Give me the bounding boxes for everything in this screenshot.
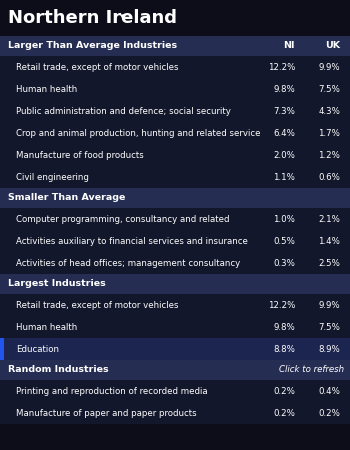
Text: Education: Education	[16, 345, 59, 354]
Bar	[0, 188, 350, 208]
Text: 1.7%: 1.7%	[318, 129, 340, 138]
Text: 1.4%: 1.4%	[318, 237, 340, 246]
Text: Activities of head offices; management consultancy: Activities of head offices; management c…	[16, 258, 240, 267]
Text: 8.9%: 8.9%	[318, 345, 340, 354]
Bar	[0, 144, 350, 166]
Text: 9.9%: 9.9%	[318, 301, 340, 310]
Text: 0.2%: 0.2%	[318, 409, 340, 418]
Text: Retail trade, except of motor vehicles: Retail trade, except of motor vehicles	[16, 63, 178, 72]
Bar	[0, 380, 350, 402]
Text: 9.9%: 9.9%	[318, 63, 340, 72]
Bar	[0, 100, 350, 122]
Bar	[0, 402, 350, 424]
Text: 12.2%: 12.2%	[268, 63, 295, 72]
Text: Manufacture of paper and paper products: Manufacture of paper and paper products	[16, 409, 197, 418]
Text: Click to refresh: Click to refresh	[279, 365, 344, 374]
Text: Computer programming, consultancy and related: Computer programming, consultancy and re…	[16, 215, 230, 224]
Bar	[0, 36, 350, 56]
Bar	[0, 122, 350, 144]
Text: 0.5%: 0.5%	[273, 237, 295, 246]
Text: 9.8%: 9.8%	[273, 323, 295, 332]
Bar	[0, 294, 350, 316]
Text: 8.8%: 8.8%	[273, 345, 295, 354]
Text: 2.5%: 2.5%	[318, 258, 340, 267]
Text: ▾: ▾	[120, 12, 126, 22]
Text: Random Industries: Random Industries	[8, 365, 108, 374]
Text: 2.1%: 2.1%	[318, 215, 340, 224]
Bar	[0, 78, 350, 100]
Text: Manufacture of food products: Manufacture of food products	[16, 150, 144, 159]
Bar	[0, 252, 350, 274]
Bar	[0, 338, 4, 360]
Text: Activities auxiliary to financial services and insurance: Activities auxiliary to financial servic…	[16, 237, 248, 246]
Text: 1.2%: 1.2%	[318, 150, 340, 159]
Text: 0.2%: 0.2%	[273, 387, 295, 396]
Text: 0.2%: 0.2%	[273, 409, 295, 418]
Text: Civil engineering: Civil engineering	[16, 172, 89, 181]
Text: Larger Than Average Industries: Larger Than Average Industries	[8, 41, 177, 50]
Text: 0.4%: 0.4%	[318, 387, 340, 396]
Bar	[0, 274, 350, 294]
Text: 1.1%: 1.1%	[273, 172, 295, 181]
Text: Crop and animal production, hunting and related service: Crop and animal production, hunting and …	[16, 129, 260, 138]
Bar	[0, 166, 350, 188]
Bar	[0, 316, 350, 338]
Text: 0.6%: 0.6%	[318, 172, 340, 181]
Bar	[0, 360, 350, 380]
Text: 12.2%: 12.2%	[268, 301, 295, 310]
Text: 9.8%: 9.8%	[273, 85, 295, 94]
Text: 7.3%: 7.3%	[273, 107, 295, 116]
Text: Largest Industries: Largest Industries	[8, 279, 106, 288]
Text: 2.0%: 2.0%	[273, 150, 295, 159]
Text: Human health: Human health	[16, 323, 77, 332]
Text: 7.5%: 7.5%	[318, 85, 340, 94]
Text: Northern Ireland: Northern Ireland	[8, 9, 177, 27]
Text: Human health: Human health	[16, 85, 77, 94]
Bar	[0, 56, 350, 78]
Text: UK: UK	[325, 41, 340, 50]
Bar	[0, 230, 350, 252]
Bar	[0, 208, 350, 230]
Text: Printing and reproduction of recorded media: Printing and reproduction of recorded me…	[16, 387, 208, 396]
Text: 0.3%: 0.3%	[273, 258, 295, 267]
Bar	[0, 0, 350, 36]
Text: 4.3%: 4.3%	[318, 107, 340, 116]
Text: 6.4%: 6.4%	[273, 129, 295, 138]
Text: 1.0%: 1.0%	[273, 215, 295, 224]
Text: Public administration and defence; social security: Public administration and defence; socia…	[16, 107, 231, 116]
Bar	[0, 338, 350, 360]
Text: 7.5%: 7.5%	[318, 323, 340, 332]
Text: NI: NI	[284, 41, 295, 50]
Text: Smaller Than Average: Smaller Than Average	[8, 194, 125, 202]
Text: Retail trade, except of motor vehicles: Retail trade, except of motor vehicles	[16, 301, 178, 310]
